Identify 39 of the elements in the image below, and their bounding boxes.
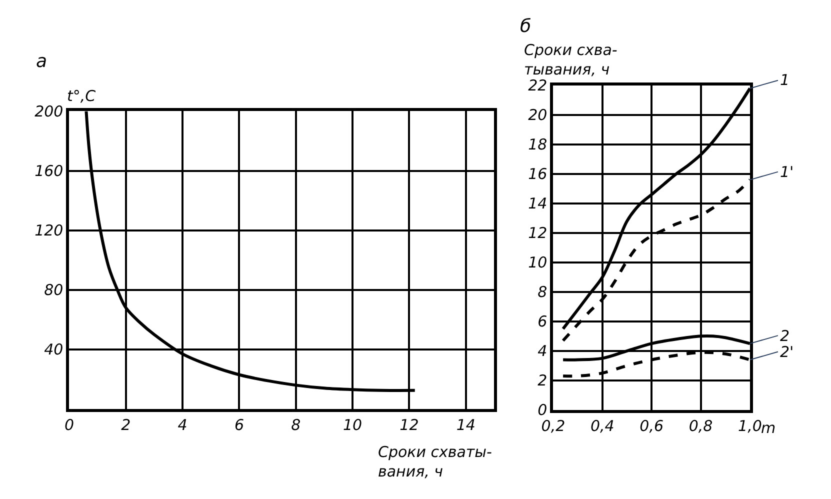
x-tick-label: 0,6 [640,416,664,435]
y-tick-label: 120 [34,222,64,240]
x-tick-label: 0,8 [688,416,713,435]
y-tick-label: 16 [528,165,548,184]
x-tick-label: 4 [178,416,188,434]
y-tick-label: 0 [538,401,548,420]
y-tick-label: 12 [528,224,548,242]
text: 1 [780,71,790,89]
x-tick-label: 0,2 [541,416,566,435]
x-tick-label: 10 [342,416,362,434]
y-tick-label: 18 [528,136,548,154]
x-axis-title: Сроки схваты- вания, ч [378,443,492,480]
y-tick-label: 160 [34,162,64,180]
y-tick-label: 4 [538,342,548,360]
chart-title: б [520,16,532,37]
y-axis-title: t°,C [67,87,96,105]
y-tick-label: 40 [44,340,64,359]
x-tick-label: 12 [400,416,419,434]
x-tick-label: 1,0 [738,416,762,435]
text: 2' [780,343,794,361]
chart-title: a [36,51,48,72]
y-tick-label: 10 [528,254,548,272]
x-tick-label: 8 [291,416,301,434]
y-tick-label: 8 [538,283,548,302]
x-tick-label: 2 [121,416,131,434]
y-tick-label: 80 [44,281,64,300]
text: 2 [780,327,790,345]
y-tick-label: 6 [538,312,548,331]
y-tick-label: 22 [528,76,548,95]
y-tick-label: 20 [528,106,548,124]
y-tick-label: 2 [538,372,548,390]
x-tick-label: 0,4 [590,416,614,435]
x-tick-label: 6 [234,416,244,434]
y-tick-label: 14 [528,194,548,213]
y-axis-title: Сроки схва- тывания, ч [524,41,618,78]
x-axis-title: m [761,419,776,437]
y-tick-label: 200 [34,102,64,120]
x-tick-label: 14 [456,416,476,434]
text: 1' [780,163,794,181]
